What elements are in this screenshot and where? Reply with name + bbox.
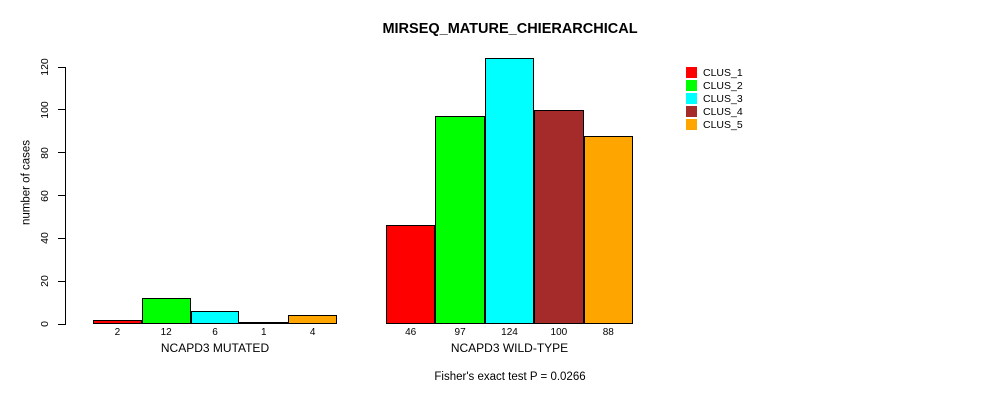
bar-value-label: 124 xyxy=(501,327,518,338)
y-tick xyxy=(58,237,65,239)
legend: CLUS_1 CLUS_2 CLUS_3 CLUS_4 CLUS_5 xyxy=(686,66,743,131)
legend-item-clus-3: CLUS_3 xyxy=(686,92,743,105)
legend-item-clus-4: CLUS_4 xyxy=(686,105,743,118)
legend-label: CLUS_4 xyxy=(703,105,743,118)
y-axis-line xyxy=(65,67,66,325)
group-label-ncapd3-mutated: NCAPD3 MUTATED xyxy=(160,341,270,355)
bar-ncapd3-wild-type-clus-2 xyxy=(435,116,485,324)
bar-value-label: 1 xyxy=(261,327,267,338)
y-tick-label: 100 xyxy=(39,101,51,119)
bar-ncapd3-mutated-clus-3 xyxy=(190,311,240,324)
y-tick xyxy=(58,280,65,282)
bar-value-label: 46 xyxy=(405,327,417,338)
legend-label: CLUS_3 xyxy=(703,92,743,105)
y-tick xyxy=(58,109,65,111)
y-tick xyxy=(58,66,65,68)
legend-swatch xyxy=(686,93,697,104)
y-tick-label: 0 xyxy=(39,321,51,327)
bar-value-label: 2 xyxy=(114,327,121,338)
legend-swatch xyxy=(686,106,697,117)
bar-ncapd3-wild-type-clus-5 xyxy=(583,135,633,324)
bar-ncapd3-mutated-clus-2 xyxy=(141,298,191,324)
chart-title: MIRSEQ_MATURE_CHIERARCHICAL xyxy=(382,21,638,37)
group-label-ncapd3-wild-type: NCAPD3 WILD-TYPE xyxy=(450,341,569,355)
bar-ncapd3-wild-type-clus-3 xyxy=(484,58,535,324)
legend-label: CLUS_5 xyxy=(703,118,743,131)
bar-ncapd3-mutated-clus-5 xyxy=(288,315,337,324)
y-tick xyxy=(58,152,65,154)
y-tick-label: 80 xyxy=(39,146,51,159)
legend-item-clus-2: CLUS_2 xyxy=(686,79,743,92)
footnote: Fisher's exact test P = 0.0266 xyxy=(434,371,586,383)
legend-label: CLUS_1 xyxy=(703,66,743,79)
y-tick xyxy=(58,323,65,325)
y-tick-label: 20 xyxy=(39,275,51,287)
bar-value-label: 100 xyxy=(550,327,568,338)
bar-ncapd3-mutated-clus-1 xyxy=(93,319,142,324)
y-tick-label: 120 xyxy=(39,58,51,76)
bar-value-label: 88 xyxy=(602,327,614,338)
legend-item-clus-5: CLUS_5 xyxy=(686,118,743,131)
legend-swatch xyxy=(686,67,697,78)
y-axis-label: number of cases xyxy=(20,140,32,226)
bar-value-label: 6 xyxy=(212,327,218,338)
legend-label: CLUS_2 xyxy=(703,79,743,92)
legend-item-clus-1: CLUS_1 xyxy=(686,66,743,79)
bar-ncapd3-wild-type-clus-4 xyxy=(534,109,584,324)
bar-ncapd3-wild-type-clus-1 xyxy=(386,225,436,324)
bar-ncapd3-mutated-clus-4 xyxy=(239,321,289,324)
y-tick xyxy=(58,195,65,196)
bar-value-label: 12 xyxy=(160,327,172,338)
bar-value-label: 4 xyxy=(309,327,316,338)
legend-swatch xyxy=(686,80,697,91)
legend-swatch xyxy=(686,119,697,130)
bar-value-label: 97 xyxy=(454,327,466,338)
y-tick-label: 60 xyxy=(39,189,51,202)
